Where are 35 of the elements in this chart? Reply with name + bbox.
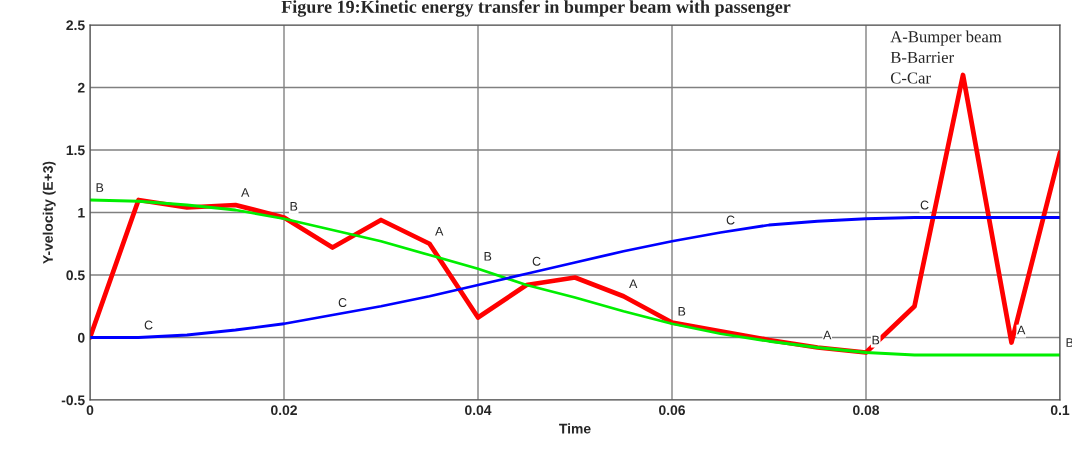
annotation: B xyxy=(290,202,298,211)
y-tick-label: 2.5 xyxy=(66,20,85,31)
line-series xyxy=(90,198,1060,357)
annotation: B-Barrier xyxy=(890,51,954,63)
annotation: A xyxy=(1017,325,1026,335)
chart-title: Figure 19:Kinetic energy transfer in bumper beam with passenger xyxy=(281,0,791,17)
y-tick-label: 2 xyxy=(77,82,85,93)
annotation: A-Bumper beam xyxy=(890,30,1002,46)
annotation: A xyxy=(823,330,832,340)
annotation: A xyxy=(435,227,444,236)
annotation: C xyxy=(144,320,153,330)
x-axis-title: Time xyxy=(559,423,591,434)
y-tick-label: -0.5 xyxy=(61,395,85,406)
annotation: A xyxy=(241,188,250,197)
x-tick-label: 0.1 xyxy=(1050,405,1070,416)
x-tick-label: 0.08 xyxy=(853,405,880,416)
y-tick-label: 0 xyxy=(77,332,85,343)
annotation: B xyxy=(96,183,104,192)
x-tick-label: 0.02 xyxy=(271,405,297,416)
annotation: B xyxy=(678,307,686,316)
x-tick-label: 0 xyxy=(86,405,94,416)
x-tick-label: 0.06 xyxy=(659,405,686,416)
annotation: C xyxy=(920,200,929,210)
y-tick-label: 1.5 xyxy=(66,145,85,156)
annotation: C xyxy=(532,256,541,266)
y-axis-title: Y-velocity (E+3) xyxy=(42,161,56,264)
x-tick-label: 0.04 xyxy=(465,405,492,416)
annotation: A xyxy=(629,279,638,289)
annotation: B xyxy=(872,335,880,345)
annotation: B xyxy=(484,252,492,261)
annotation: C xyxy=(338,298,347,307)
annotation: C xyxy=(726,215,735,225)
y-tick-label: 1 xyxy=(78,207,85,218)
y-tick-label: 0.5 xyxy=(66,270,85,281)
annotation: C-Car xyxy=(890,72,931,84)
